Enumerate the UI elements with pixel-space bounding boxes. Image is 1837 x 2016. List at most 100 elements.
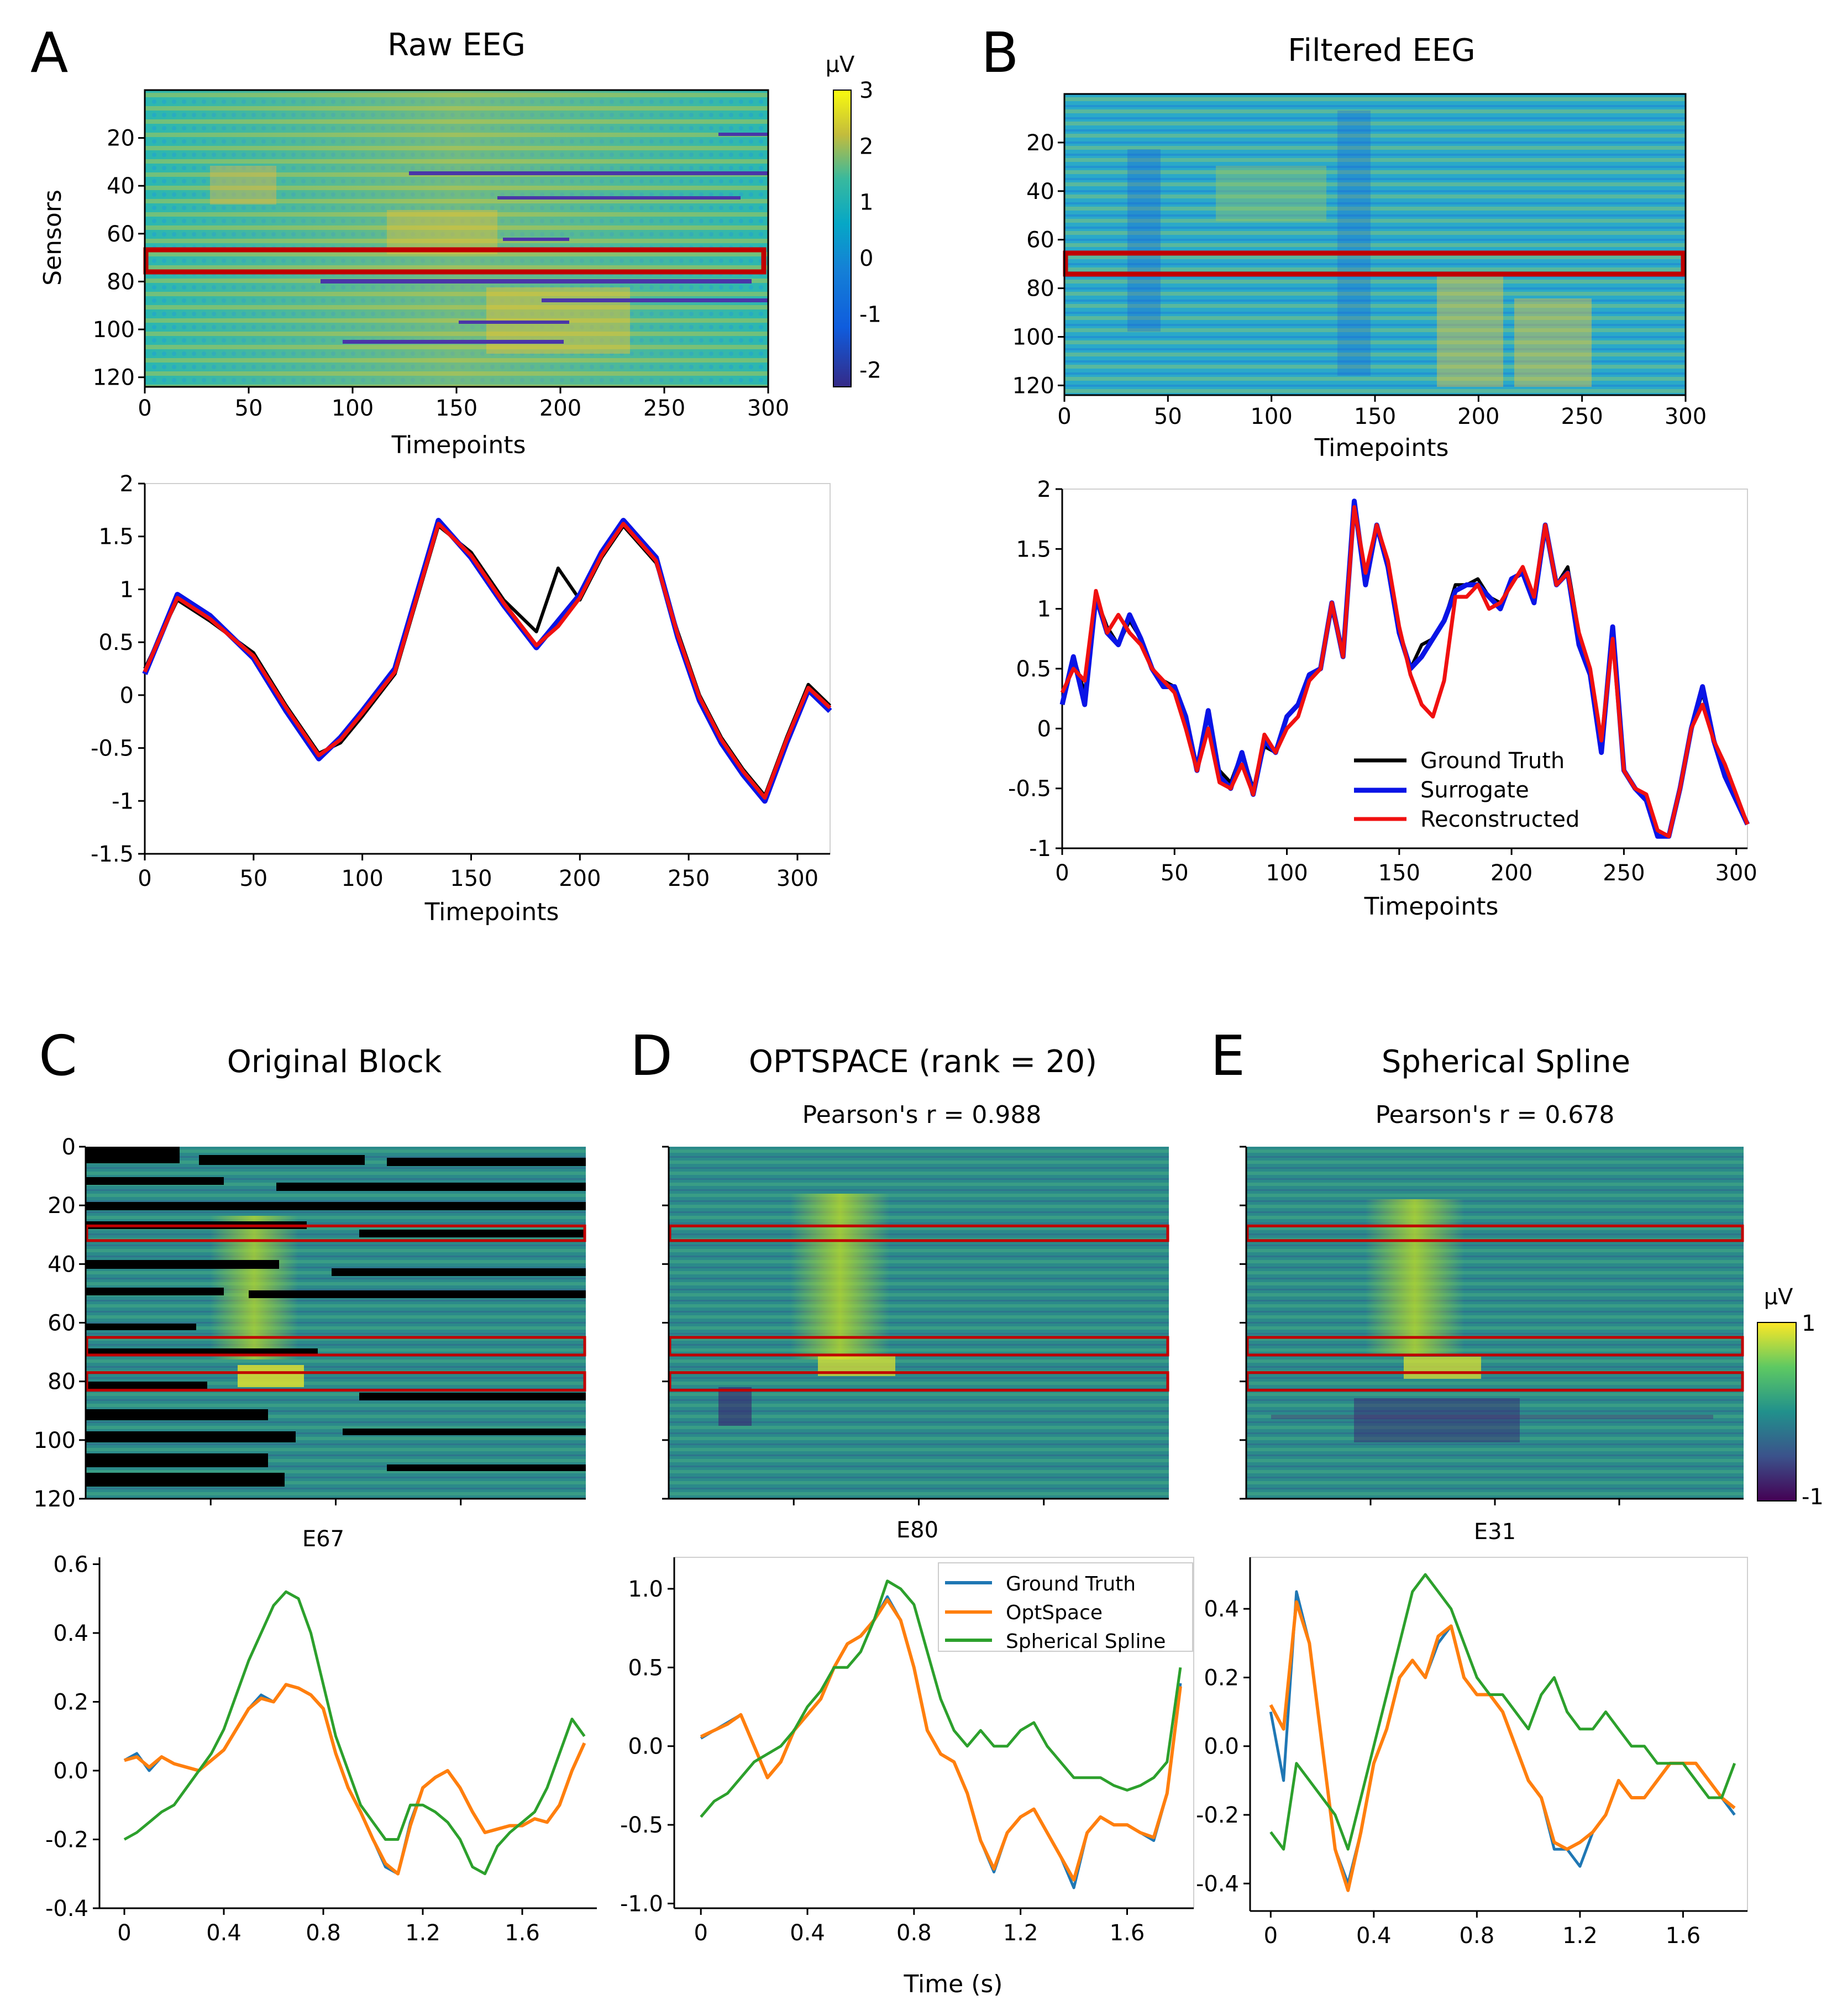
panel-b-lower-ytick-1: 1.5 — [1016, 537, 1051, 562]
panel-a-lower-ytick-2: 1 — [120, 577, 134, 602]
panel-letter-b: B — [981, 20, 1019, 85]
colorbar-a-tick-1: 2 — [859, 134, 873, 159]
panel-d-lower-title: E80 — [896, 1518, 938, 1543]
panel-d: D OPTSPACE (rank = 20) Pearson's r = 0.9… — [630, 1023, 1169, 1505]
panel-c-lower-ytick-2: 0.2 — [53, 1689, 88, 1715]
panel-c-lower-title: E67 — [302, 1526, 344, 1552]
panel-b-xtick-1: 50 — [1154, 404, 1182, 429]
panel-a-lower-ytick-0: 2 — [120, 471, 134, 497]
panel-d-lower-ytick-4: -1.0 — [620, 1891, 663, 1917]
panel-a-xlabel: Timepoints — [391, 431, 526, 459]
panel-b-xtick-6: 300 — [1665, 404, 1707, 429]
panel-b-xtick-2: 100 — [1250, 404, 1292, 429]
panel-a-lower-ytick-6: -1 — [112, 789, 134, 814]
panel-a-xtick-3: 150 — [435, 396, 477, 421]
colorbar-a-tick-2: 1 — [859, 190, 873, 216]
panel-b-lower-xtick-5: 250 — [1603, 860, 1645, 886]
colorbar-e-tick-min: -1 — [1802, 1484, 1824, 1510]
panel-letter-d: D — [630, 1023, 673, 1088]
panel-a-lower-xtick-6: 300 — [776, 866, 818, 891]
panel-b-xtick-0: 0 — [1057, 404, 1071, 429]
panel-b-ytick-0: 20 — [1026, 130, 1054, 156]
panel-a-ytick-4: 100 — [93, 317, 135, 343]
panel-b-title: Filtered EEG — [1288, 33, 1475, 69]
panel-b-lower-ytick-4: 0 — [1037, 716, 1051, 742]
panel-b-lower-xtick-6: 300 — [1715, 860, 1757, 886]
panel-c-lower-xtick-4: 1.6 — [505, 1920, 540, 1946]
panel-a-lower-xtick-2: 100 — [341, 866, 383, 891]
panel-e-lower-xtick-2: 0.8 — [1460, 1923, 1495, 1949]
legend-d-optspace: OptSpace — [1006, 1602, 1103, 1624]
panel-b-lower-ytick-0: 2 — [1037, 477, 1051, 502]
panel-letter-e: E — [1210, 1023, 1245, 1088]
panel-c-lower-xtick-1: 0.4 — [206, 1920, 242, 1946]
panel-a-heatmap — [143, 90, 768, 387]
legend-b-surrogate: Surrogate — [1420, 778, 1529, 803]
panel-b-lower-ytick-3: 0.5 — [1016, 657, 1051, 682]
panel-d-lower-ytick-0: 1.0 — [628, 1577, 663, 1602]
panel-b-lower-xtick-1: 50 — [1161, 860, 1189, 886]
panel-c-highlight-box-1 — [85, 1336, 586, 1357]
panel-a-lower-xtick-1: 50 — [239, 866, 267, 891]
panel-a-xtick-5: 250 — [643, 396, 685, 421]
panel-a-lower-ytick-5: -0.5 — [91, 736, 134, 762]
panel-e-lower-xtick-1: 0.4 — [1356, 1923, 1392, 1949]
panel-c-ytick-5: 100 — [34, 1428, 76, 1453]
panel-b-lower: 0 50 100 150 200 250 300 2 1.5 1 0.5 0 -0.5 -1 Timepo… — [1008, 477, 1757, 921]
panel-a-lower-ytick-7: -1.5 — [91, 842, 134, 867]
panel-a-xtick-1: 50 — [235, 396, 263, 421]
panel-b-ytick-5: 120 — [1012, 373, 1054, 398]
legend-d-ground-truth: Ground Truth — [1006, 1573, 1136, 1595]
panel-e-lower-series-optspace — [1269, 1600, 1736, 1892]
panel-e-highlight-box-2 — [1246, 1371, 1744, 1392]
panel-a-xtick-6: 300 — [747, 396, 789, 421]
panel-a-axes: 0 50 100 150 200 250 300 20 40 60 80 100 120 — [93, 89, 789, 421]
panel-c-lower-series-spherical-spline — [123, 1590, 586, 1876]
panel-b-xtick-4: 200 — [1457, 404, 1499, 429]
panel-d-lower: E80 0 0.4 0.8 1.2 1.6 1.0 0.5 0.0 -0.5 -1.0 Time … — [620, 1518, 1194, 1998]
panel-c-lower-ytick-0: 0.6 — [53, 1552, 88, 1577]
panel-a-lower: 0 50 100 150 200 250 300 2 1.5 1 0.5 0 -0.5 -1 -1.5 Ti… — [91, 471, 832, 926]
panel-d-lower-series-spherical-spline — [700, 1579, 1182, 1818]
panel-d-lower-xlabel: Time (s) — [904, 1970, 1003, 1998]
colorbar-a-tick-4: -1 — [859, 302, 881, 327]
panel-e-lower-title: E31 — [1474, 1519, 1516, 1545]
panel-e-highlight-box-1 — [1246, 1336, 1744, 1357]
panel-d-lower-ytick-2: 0.0 — [628, 1734, 663, 1760]
panel-a-lower-series-surrogate — [142, 518, 832, 804]
panel-c: C Original Block — [34, 1023, 586, 1512]
panel-e-lower-xtick-3: 1.2 — [1562, 1923, 1598, 1949]
panel-d-highlight-box-1 — [668, 1336, 1169, 1357]
panel-b-lower-xtick-4: 200 — [1490, 860, 1532, 886]
panel-c-lower-ytick-5: -0.4 — [45, 1896, 88, 1922]
colorbar-e-tick-max: 1 — [1802, 1311, 1815, 1336]
panel-a-xtick-4: 200 — [539, 396, 581, 421]
panel-b-lower-xtick-2: 100 — [1266, 860, 1308, 886]
panel-d-lower-series-optspace — [700, 1598, 1182, 1882]
panel-letter-a: A — [30, 20, 68, 85]
panel-c-highlight-box-0 — [85, 1224, 586, 1242]
legend-b-reconstructed: Reconstructed — [1420, 807, 1579, 832]
panel-a-ylabel: Sensors — [39, 190, 67, 286]
panel-b-xtick-3: 150 — [1354, 404, 1396, 429]
panel-a-lower-xtick-0: 0 — [138, 866, 151, 891]
panel-e-lower-ytick-1: 0.2 — [1204, 1665, 1239, 1691]
panel-d-subtitle: Pearson's r = 0.988 — [802, 1101, 1042, 1129]
colorbar-a-tick-5: -2 — [859, 358, 881, 384]
panel-c-lower-xtick-2: 0.8 — [306, 1920, 341, 1946]
panel-e-colorbar: µV 1 -1 — [1757, 1284, 1824, 1510]
colorbar-a-tick-3: 0 — [859, 246, 873, 271]
panel-c-ytick-3: 60 — [48, 1311, 76, 1336]
panel-e-lower-ytick-0: 0.4 — [1204, 1597, 1239, 1622]
panel-a-highlight-box — [143, 247, 767, 275]
panel-d-highlight-box-2 — [668, 1371, 1169, 1392]
colorbar-a-label: µV — [826, 52, 855, 77]
panel-a-xtick-0: 0 — [138, 396, 151, 421]
panel-c-lower-ytick-4: -0.2 — [45, 1827, 88, 1852]
colorbar-e-label: µV — [1764, 1284, 1793, 1310]
panel-e-highlight-box-0 — [1246, 1224, 1744, 1242]
panel-a-colorbar: µV 3 2 1 0 -1 -2 — [826, 52, 881, 387]
panel-b-lower-xtick-0: 0 — [1055, 860, 1069, 886]
panel-d-title: OPTSPACE (rank = 20) — [749, 1044, 1097, 1080]
panel-c-ytick-0: 0 — [62, 1135, 76, 1160]
